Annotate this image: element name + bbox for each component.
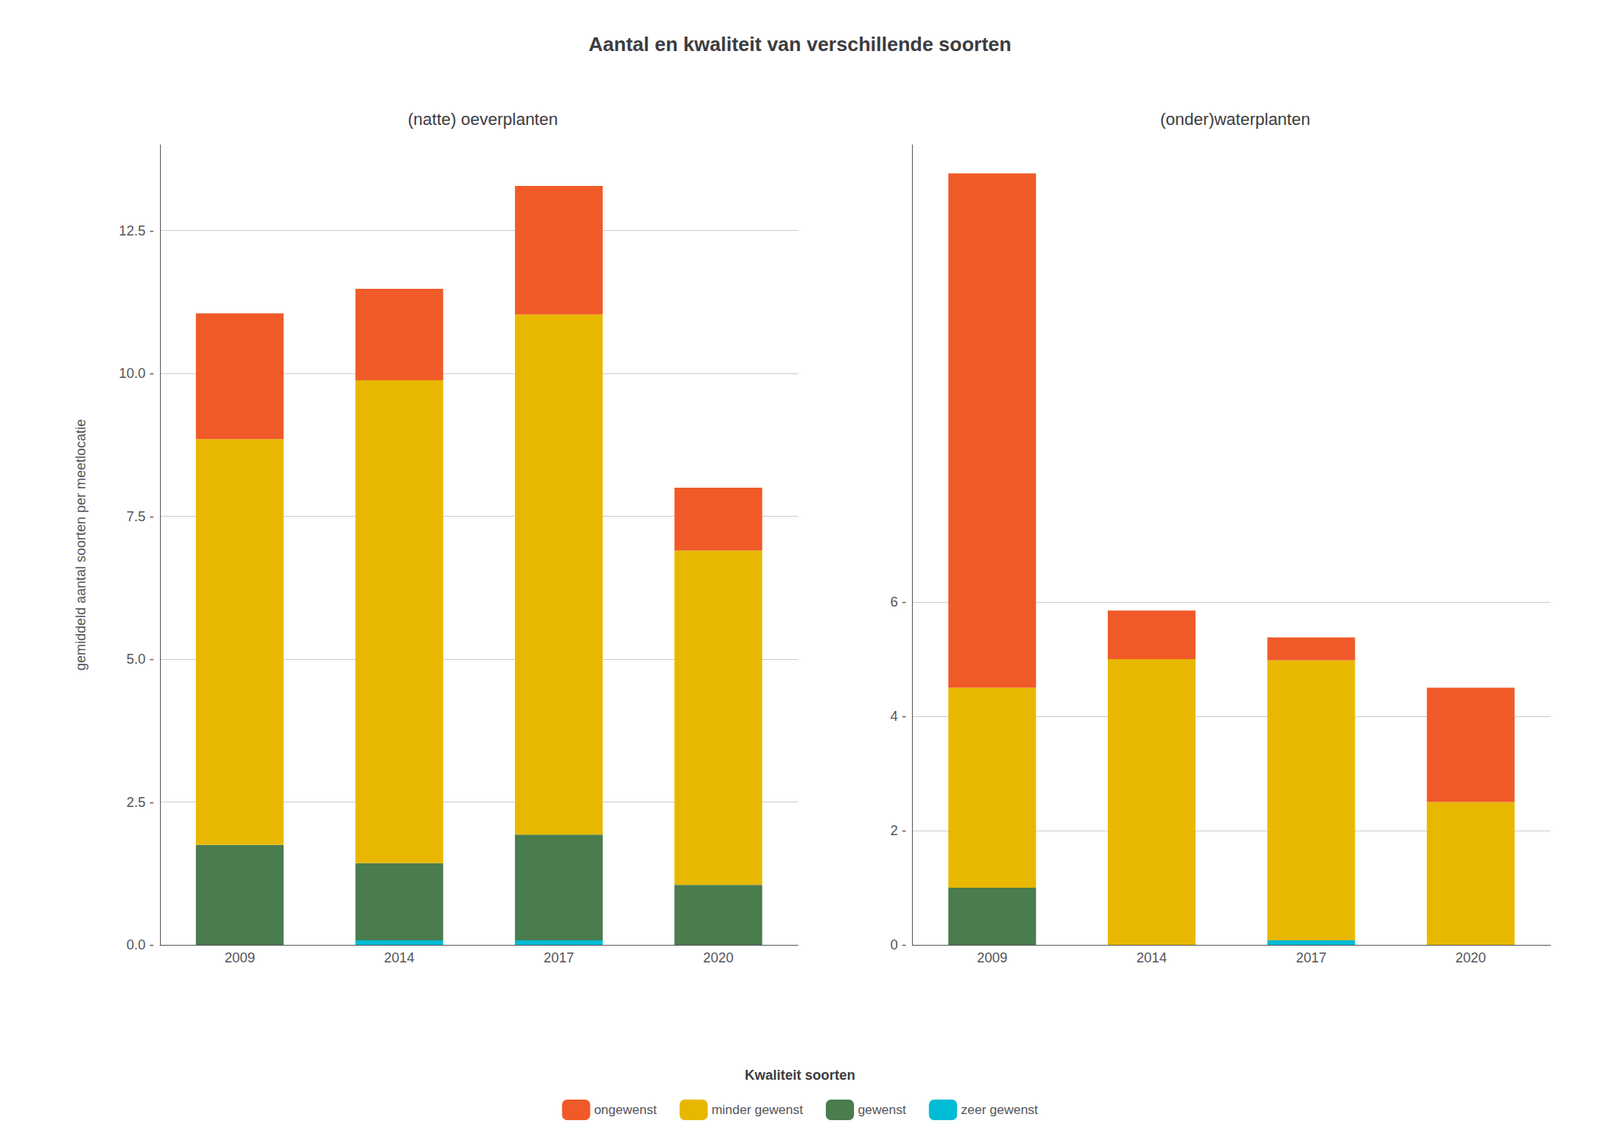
svg-text:2020: 2020 <box>703 950 734 966</box>
svg-text:2.5 -: 2.5 - <box>126 794 154 810</box>
svg-text:minder gewenst: minder gewenst <box>711 1102 804 1117</box>
svg-text:gemiddeld aantal soorten per m: gemiddeld aantal soorten per meetlocatie <box>73 419 89 671</box>
svg-text:6 -: 6 - <box>889 594 906 610</box>
svg-text:2014: 2014 <box>1136 950 1168 966</box>
svg-text:Kwaliteit soorten: Kwaliteit soorten <box>744 1067 855 1083</box>
svg-text:Aantal en kwaliteit van versch: Aantal en kwaliteit van verschillende so… <box>588 32 1012 56</box>
svg-text:zeer gewenst: zeer gewenst <box>960 1102 1038 1117</box>
svg-text:(natte) oeverplanten: (natte) oeverplanten <box>407 109 558 129</box>
svg-text:2009: 2009 <box>224 950 256 966</box>
svg-text:12.5 -: 12.5 - <box>118 223 154 239</box>
svg-text:5.0 -: 5.0 - <box>126 651 154 667</box>
svg-text:2020: 2020 <box>1455 950 1486 966</box>
svg-text:2017: 2017 <box>1296 950 1327 966</box>
svg-text:4 -: 4 - <box>889 708 906 724</box>
svg-text:2014: 2014 <box>384 950 415 966</box>
svg-text:0 -: 0 - <box>889 937 906 953</box>
svg-text:2009: 2009 <box>976 950 1008 966</box>
svg-text:7.5 -: 7.5 - <box>126 508 154 525</box>
svg-text:2 -: 2 - <box>889 822 906 839</box>
svg-text:ongewenst: ongewenst <box>594 1102 658 1117</box>
svg-text:2017: 2017 <box>543 950 574 966</box>
svg-text:0.0 -: 0.0 - <box>126 937 154 953</box>
svg-text:gewenst: gewenst <box>857 1102 907 1117</box>
svg-text:10.0 -: 10.0 - <box>118 365 154 381</box>
svg-text:(onder)waterplanten: (onder)waterplanten <box>1160 109 1311 129</box>
